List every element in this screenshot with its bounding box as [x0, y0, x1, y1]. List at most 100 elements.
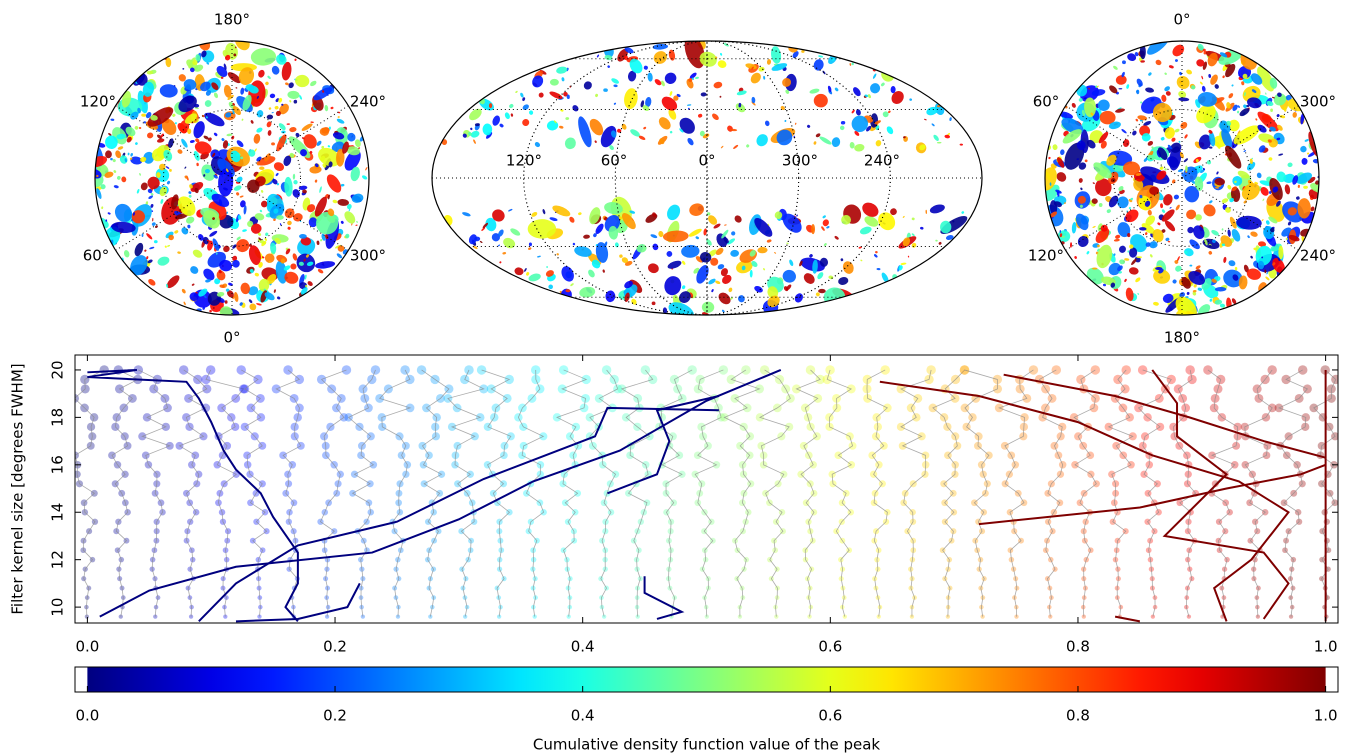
- sky-blob: [907, 255, 910, 258]
- sky-blob: [1209, 298, 1213, 302]
- sky-blob: [715, 247, 724, 256]
- sky-blob: [565, 289, 571, 293]
- sky-blob: [1110, 282, 1116, 288]
- sky-blob: [840, 258, 844, 262]
- sky-blob: [1211, 278, 1217, 283]
- map-label: 60°: [83, 247, 110, 265]
- sky-blob: [564, 137, 576, 150]
- sky-blob: [888, 110, 891, 114]
- graticule: [231, 104, 351, 179]
- sky-blob: [713, 81, 723, 89]
- sky-blob: [1139, 194, 1143, 199]
- sky-blob: [269, 260, 271, 263]
- plot-area: [75, 365, 1338, 623]
- sky-blob: [1236, 110, 1240, 114]
- sky-blob: [261, 240, 267, 247]
- sky-blob: [178, 74, 186, 82]
- sky-blob: [1147, 141, 1154, 146]
- sky-blob: [528, 242, 532, 247]
- sky-blob: [266, 114, 274, 120]
- sky-blob: [1149, 241, 1158, 249]
- sky-blob: [134, 126, 139, 130]
- sky-blob: [1117, 193, 1120, 196]
- sky-blob: [242, 229, 247, 232]
- sky-blob: [1310, 206, 1315, 212]
- sky-blob: [1179, 292, 1185, 298]
- sky-blob: [337, 245, 345, 252]
- sky-blob: [1122, 60, 1126, 65]
- sky-blob: [1264, 269, 1267, 274]
- sky-blob: [248, 286, 259, 296]
- sky-blob: [862, 202, 879, 217]
- sky-blob: [691, 77, 695, 80]
- sky-blob: [1188, 270, 1206, 286]
- background-dot: [909, 614, 915, 619]
- sky-blob: [1045, 171, 1051, 181]
- sky-blob: [105, 219, 108, 222]
- sky-blob: [1061, 235, 1065, 238]
- sky-blob: [1143, 120, 1152, 126]
- plot-frame: [74, 354, 1339, 624]
- sky-blob: [595, 242, 609, 263]
- sky-blob: [107, 212, 111, 215]
- sky-blob: [1168, 65, 1174, 69]
- sky-blob: [510, 228, 521, 236]
- sky-blob: [306, 261, 314, 266]
- x-tick-label: 1.0: [1314, 638, 1338, 656]
- sky-blob: [298, 185, 308, 190]
- colorbar-label: Cumulative density function value of the…: [533, 736, 880, 754]
- sky-blob: [818, 55, 824, 58]
- sky-blob: [243, 205, 247, 215]
- track-line: [1151, 369, 1290, 620]
- sky-blob: [227, 94, 234, 101]
- sky-blob: [823, 243, 827, 246]
- sky-blob: [272, 178, 278, 185]
- sky-blob: [736, 90, 747, 96]
- sky-blob: [187, 128, 192, 134]
- sky-blob: [1184, 248, 1194, 257]
- sky-blob: [1077, 195, 1086, 204]
- sky-blob: [731, 231, 736, 236]
- sky-blob: [260, 189, 264, 193]
- sky-blob: [708, 278, 716, 285]
- sky-blob: [157, 134, 162, 139]
- colorbar-tick-label: 0.2: [323, 707, 347, 725]
- sky-blob: [1219, 52, 1228, 58]
- sky-blob: [594, 140, 597, 144]
- sky-blob: [1273, 93, 1287, 106]
- sky-blob: [624, 88, 638, 110]
- sky-blob: [161, 118, 177, 135]
- sky-blob: [165, 57, 172, 68]
- sky-blob: [236, 140, 244, 148]
- sky-blob: [1268, 190, 1272, 194]
- sky-blob: [284, 208, 295, 219]
- sky-blob: [1057, 157, 1065, 168]
- sky-blob: [127, 152, 130, 156]
- sky-blob: [242, 94, 252, 111]
- sky-blob: [167, 244, 171, 247]
- sky-blob: [1172, 279, 1177, 284]
- sky-blob: [1128, 206, 1131, 210]
- sky-blob: [1157, 147, 1168, 160]
- sky-map: [95, 41, 368, 315]
- sky-blob: [608, 225, 619, 240]
- graticule: [1063, 177, 1183, 252]
- sky-blob: [589, 207, 601, 225]
- sky-blob: [1229, 216, 1237, 229]
- sky-blob: [695, 256, 703, 263]
- sky-blob: [1178, 90, 1187, 98]
- sky-blob: [130, 152, 133, 157]
- sky-blob: [1123, 161, 1141, 176]
- sky-blob: [1262, 198, 1265, 202]
- sky-blob: [1062, 129, 1082, 144]
- background-line: [1172, 369, 1197, 617]
- sky-blob: [1176, 75, 1190, 89]
- sky-blob: [604, 202, 623, 215]
- x-tick-label: 0.0: [75, 638, 99, 656]
- sky-blob: [258, 261, 263, 268]
- sky-blob: [591, 259, 601, 269]
- sky-blob: [488, 103, 493, 109]
- graticule: [1063, 104, 1183, 179]
- sky-blob: [1091, 89, 1106, 97]
- sky-blob: [276, 215, 284, 220]
